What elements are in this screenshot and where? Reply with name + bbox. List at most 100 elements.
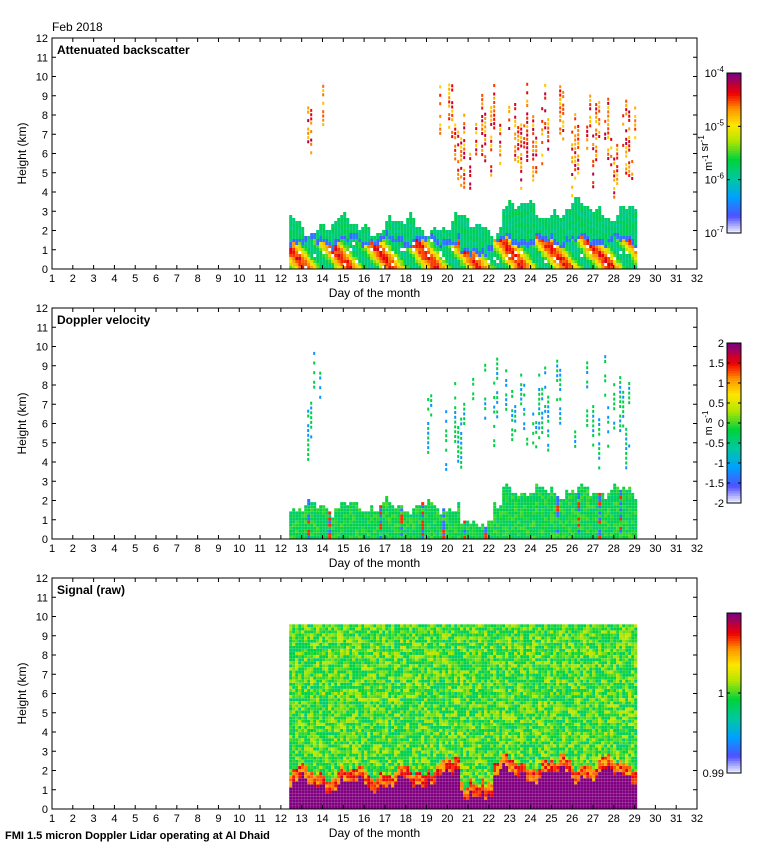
y-tick-label: 4 [42, 457, 48, 469]
x-tick-label: 22 [483, 543, 495, 555]
colorbar-swatch [727, 658, 741, 661]
colorbar-swatch [727, 373, 741, 376]
colorbar-swatch [727, 143, 741, 146]
x-tick-label: 4 [111, 543, 117, 555]
y-tick-label: 0 [42, 534, 48, 546]
panel-title: Signal (raw) [57, 583, 125, 597]
y-tick-label: 4 [42, 187, 48, 199]
colorbar-swatch [727, 428, 741, 431]
colorbar-swatch [727, 443, 741, 446]
colorbar-swatch [727, 75, 741, 79]
colorbar-swatch [727, 753, 741, 756]
colorbar-swatch [727, 648, 741, 651]
colorbar-swatch [727, 360, 741, 364]
x-tick-label: 12 [275, 813, 287, 825]
colorbar-swatch [727, 228, 741, 231]
x-tick-label: 2 [70, 273, 76, 285]
x-tick-label: 28 [608, 273, 620, 285]
colorbar-swatch [727, 353, 741, 356]
colorbar-swatch [727, 630, 741, 634]
x-tick-label: 30 [649, 543, 661, 555]
colorbar-swatch [727, 453, 741, 456]
x-tick-label: 27 [587, 813, 599, 825]
colorbar-swatch [727, 125, 741, 129]
colorbar-swatch [727, 693, 741, 696]
colorbar-swatch [727, 180, 741, 184]
colorbar-swatch [727, 368, 741, 371]
x-tick-label: 12 [275, 273, 287, 285]
colorbar-swatch [727, 98, 741, 101]
x-tick-label: 6 [153, 813, 159, 825]
colorbar-swatch [727, 445, 741, 449]
colorbar-unit-label: m-1 sr-1 [697, 135, 715, 171]
y-tick-label: 1 [42, 785, 48, 797]
x-tick-label: 30 [649, 813, 661, 825]
colorbar-swatch [727, 200, 741, 204]
colorbar-swatch [727, 153, 741, 156]
colorbar-swatch [727, 668, 741, 671]
x-tick-label: 7 [174, 273, 180, 285]
y-tick-label: 1 [42, 245, 48, 257]
colorbar-swatch [727, 728, 741, 731]
y-tick-label: 5 [42, 438, 48, 450]
y-tick-label: 7 [42, 129, 48, 141]
x-tick-label: 16 [358, 543, 370, 555]
colorbar-swatch [727, 430, 741, 434]
panel-2: 1 2 3 4 5 6 7 8 9 10 11 12 13 14 15 16 17 18 19 20 21 22 23 24 2… [15, 303, 742, 570]
colorbar-swatch [727, 643, 741, 646]
x-tick-label: 10 [233, 543, 245, 555]
colorbar-swatch [727, 725, 741, 729]
colorbar-swatch [727, 85, 741, 89]
x-tick-label: 8 [195, 813, 201, 825]
y-tick-label: 8 [42, 650, 48, 662]
colorbar-swatch [727, 193, 741, 196]
x-tick-label: 6 [153, 543, 159, 555]
colorbar-swatch [727, 405, 741, 409]
panel-title: Attenuated backscatter [57, 43, 190, 57]
colorbar-swatch [727, 465, 741, 469]
colorbar-swatch [727, 370, 741, 374]
x-tick-label: 3 [91, 813, 97, 825]
x-axis-label: Day of the month [329, 826, 420, 840]
colorbar: 0.99 1 [703, 612, 742, 780]
x-tick-label: 9 [215, 543, 221, 555]
colorbar-swatch [727, 220, 741, 224]
colorbar-swatch [727, 208, 741, 211]
colorbar-swatch [727, 223, 741, 226]
x-tick-label: 9 [215, 813, 221, 825]
x-tick-label: 4 [111, 813, 117, 825]
colorbar-swatch [727, 743, 741, 746]
colorbar-swatch [727, 715, 741, 719]
colorbar-tick-label: -2 [714, 498, 724, 510]
colorbar-swatch [727, 138, 741, 141]
x-tick-label: 23 [504, 813, 516, 825]
colorbar-swatch [727, 680, 741, 684]
y-axis-label: Height (km) [15, 392, 29, 454]
colorbar-swatch [727, 500, 741, 504]
x-tick-label: 15 [337, 543, 349, 555]
colorbar-swatch [727, 78, 741, 81]
colorbar-swatch [727, 478, 741, 481]
colorbar-swatch [727, 123, 741, 126]
y-axis-label: Height (km) [15, 662, 29, 724]
colorbar-swatch [727, 440, 741, 444]
colorbar-swatch [727, 385, 741, 389]
colorbar-swatch [727, 670, 741, 674]
colorbar-swatch [727, 168, 741, 171]
colorbar-swatch [727, 175, 741, 179]
colorbar-swatch [727, 185, 741, 189]
colorbar-swatch [727, 745, 741, 749]
x-tick-label: 13 [296, 273, 308, 285]
colorbar-swatch [727, 618, 741, 621]
colorbar-tick-label: 0.99 [703, 768, 724, 780]
colorbar-swatch [727, 413, 741, 416]
colorbar-swatch [727, 488, 741, 491]
colorbar-swatch [727, 685, 741, 689]
panel-title: Doppler velocity [57, 313, 151, 327]
colorbar-swatch [727, 705, 741, 709]
x-tick-label: 20 [441, 543, 453, 555]
colorbar-swatch [727, 750, 741, 754]
x-tick-label: 13 [296, 813, 308, 825]
colorbar-swatch [727, 398, 741, 401]
x-tick-label: 1 [49, 543, 55, 555]
